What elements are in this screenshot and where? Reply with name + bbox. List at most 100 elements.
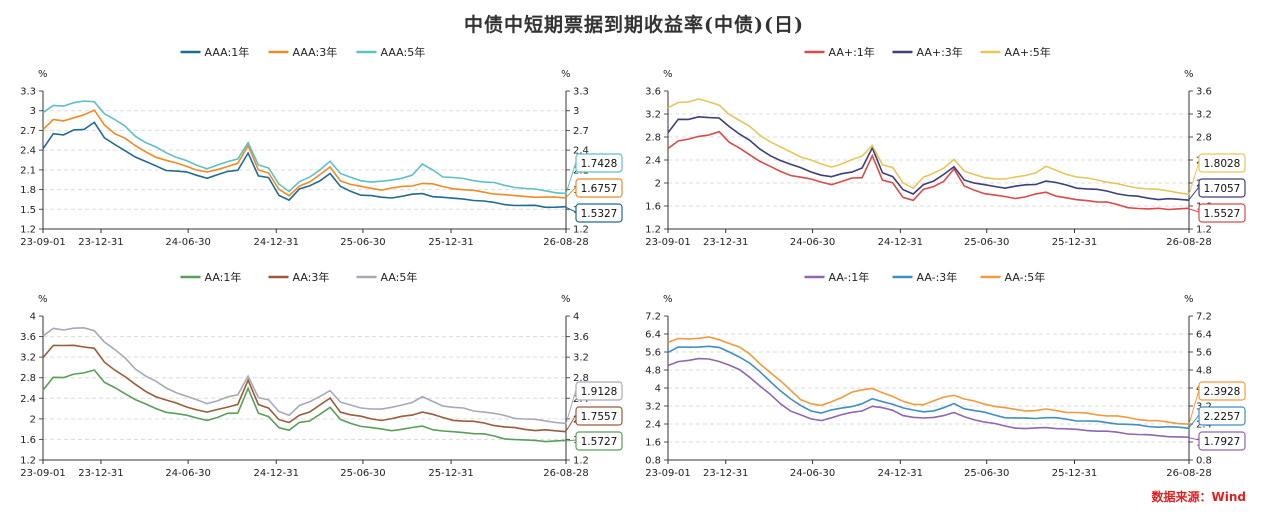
y-tick-label-right: 3 — [573, 106, 579, 117]
x-tick-label: 24-12-31 — [254, 237, 299, 248]
x-tick-label: 24-12-31 — [254, 468, 299, 479]
x-tick-label: 24-06-30 — [165, 237, 210, 248]
y-tick-label-right: 5.6 — [1196, 348, 1212, 359]
series-line — [42, 369, 567, 443]
x-tick-label: 24-06-30 — [790, 237, 835, 248]
x-tick-label: 26-08-28 — [543, 237, 588, 248]
y-tick-label-right: 2.7 — [573, 126, 589, 137]
unit-label-left: % — [38, 69, 48, 80]
y-tick-label-left: 1.2 — [20, 456, 36, 467]
series-line — [667, 336, 1190, 425]
x-tick-label: 25-06-30 — [964, 237, 1009, 248]
callout-leader — [1188, 437, 1200, 441]
x-tick-label: 25-12-31 — [1052, 237, 1097, 248]
x-tick-label: 24-06-30 — [165, 468, 210, 479]
legend-entry: AA-:3年 — [917, 270, 958, 284]
y-tick-label-left: 1.2 — [20, 225, 36, 236]
last-value-label: 1.7557 — [581, 411, 618, 423]
data-source-label: 数据来源：Wind — [1151, 490, 1246, 504]
legend-entry: AA:1年 — [205, 270, 242, 284]
x-tick-label: 23-12-31 — [78, 237, 123, 248]
callout-leader — [1188, 161, 1200, 195]
x-tick-label: 25-06-30 — [340, 468, 385, 479]
x-tick-label: 25-06-30 — [340, 237, 385, 248]
legend-entry: AA+:5年 — [1005, 45, 1051, 59]
last-value-label: 2.2257 — [1204, 411, 1241, 423]
y-tick-label-right: 2.4 — [573, 146, 589, 157]
chart-panel-4: 7.27.26.46.45.65.64.84.8443.23.22.42.41.… — [645, 270, 1246, 479]
last-value-label: 1.9128 — [581, 386, 618, 398]
series-line — [42, 326, 567, 425]
callout-box — [575, 153, 623, 173]
legend-entry: AA-:5年 — [1005, 270, 1046, 284]
series-line — [42, 121, 567, 209]
last-value-label: 1.5527 — [1204, 208, 1241, 220]
last-value-label: 1.5727 — [581, 436, 618, 448]
last-value-label: 1.7927 — [1204, 436, 1241, 448]
x-tick-label: 24-06-30 — [790, 468, 835, 479]
y-tick-label-left: 3.6 — [645, 87, 661, 98]
y-tick-label-right: 7.2 — [1196, 312, 1212, 323]
y-tick-label-left: 4 — [30, 312, 36, 323]
x-tick-label: 23-09-01 — [20, 468, 65, 479]
callout-leader — [565, 161, 577, 194]
callout-leader — [565, 389, 577, 424]
y-tick-label-left: 3.2 — [20, 353, 36, 364]
y-tick-label-left: 2 — [30, 414, 36, 425]
y-tick-label-left: 2.4 — [20, 146, 36, 157]
y-tick-label-right: 0.8 — [1196, 456, 1212, 467]
y-tick-label-right: 4.8 — [1196, 366, 1212, 377]
callout-box — [575, 406, 623, 426]
chart-panel-3: 443.63.63.23.22.82.82.42.4221.61.61.21.2… — [20, 270, 623, 479]
y-tick-label-right: 4 — [573, 312, 579, 323]
chart-panel-1: 3.33.3332.72.72.42.42.12.11.81.81.51.51.… — [20, 45, 623, 248]
series-line — [42, 109, 567, 199]
last-value-label: 1.7057 — [1204, 183, 1241, 195]
series-line — [667, 345, 1190, 430]
callout-box — [1198, 381, 1246, 401]
callout-leader — [1188, 389, 1200, 425]
last-value-label: 1.6757 — [581, 183, 618, 195]
x-tick-label: 23-12-31 — [78, 468, 123, 479]
y-tick-label-left: 1.6 — [20, 435, 36, 446]
y-tick-label-left: 6.4 — [645, 330, 661, 341]
y-tick-label-left: 2.8 — [645, 133, 661, 144]
series-line — [42, 344, 567, 433]
callout-leader — [565, 439, 577, 442]
x-tick-label: 24-12-31 — [878, 468, 923, 479]
callout-leader — [565, 186, 577, 198]
x-tick-label: 23-09-01 — [20, 237, 65, 248]
legend-entry: AA+:3年 — [917, 45, 963, 59]
legend-entry: AAA:1年 — [205, 45, 250, 59]
callout-box — [575, 203, 623, 223]
y-tick-label-left: 7.2 — [645, 312, 661, 323]
callout-box — [575, 381, 623, 401]
x-tick-label: 26-08-28 — [543, 468, 588, 479]
y-tick-label-left: 5.6 — [645, 348, 661, 359]
callout-box — [575, 178, 623, 198]
callout-box — [1198, 178, 1246, 198]
legend-entry: AAA:5年 — [381, 45, 426, 59]
chart-panel-2: 3.63.63.23.22.82.82.42.4221.61.61.21.2%%… — [645, 45, 1246, 248]
y-tick-label-left: 1.6 — [645, 438, 661, 449]
series-line — [667, 130, 1190, 211]
legend-entry: AAA:3年 — [293, 45, 338, 59]
callout-leader — [565, 414, 577, 432]
y-tick-label-right: 1.2 — [1196, 225, 1212, 236]
legend-entry: AA+:1年 — [829, 45, 875, 59]
y-tick-label-left: 3.3 — [20, 87, 36, 98]
unit-label-left: % — [38, 294, 48, 305]
y-tick-label-left: 3.2 — [645, 402, 661, 413]
y-tick-label-left: 4.8 — [645, 366, 661, 377]
y-tick-label-right: 6.4 — [1196, 330, 1212, 341]
x-tick-label: 24-12-31 — [878, 237, 923, 248]
last-value-label: 1.5327 — [581, 208, 618, 220]
unit-label-left: % — [663, 69, 673, 80]
callout-box — [1198, 203, 1246, 223]
series-line — [42, 100, 567, 195]
y-tick-label-left: 3.2 — [645, 110, 661, 121]
series-line — [667, 357, 1190, 438]
unit-label-right: % — [561, 294, 571, 305]
unit-label-left: % — [663, 294, 673, 305]
y-tick-label-left: 2.7 — [20, 126, 36, 137]
